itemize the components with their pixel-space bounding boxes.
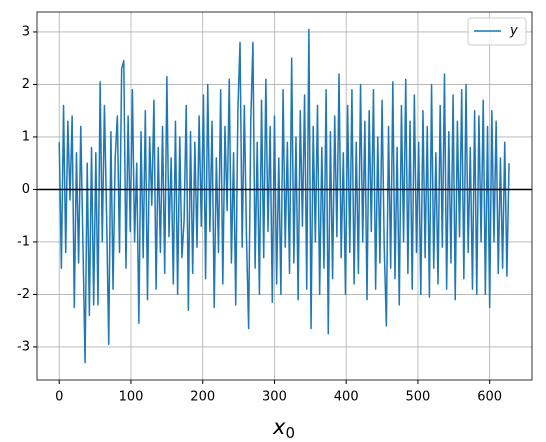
legend-label: y <box>509 24 518 39</box>
x-tick-label: 600 <box>477 390 502 405</box>
x-tick-label: 500 <box>406 390 431 405</box>
x-tick-label: 400 <box>334 390 359 405</box>
y-tick-label: 0 <box>22 182 30 197</box>
y-tick-label: -1 <box>17 234 30 249</box>
y-tick-label: 1 <box>22 129 30 144</box>
x-axis-label-base: x <box>272 415 286 439</box>
x-tick-label: 100 <box>119 390 144 405</box>
y-tick-label: 2 <box>22 77 30 92</box>
data-line <box>58 28 510 364</box>
plot-frame <box>36 11 533 381</box>
y-tick-label: -2 <box>17 287 30 302</box>
x-axis-label: x0 <box>272 415 295 442</box>
x-tick-label: 200 <box>190 390 215 405</box>
y-tick-label: -3 <box>17 339 30 354</box>
x-tick-label: 300 <box>262 390 287 405</box>
x-tick-label: 0 <box>55 390 63 405</box>
x-axis-label-sub: 0 <box>285 424 295 442</box>
y-tick-label: 3 <box>22 24 30 39</box>
